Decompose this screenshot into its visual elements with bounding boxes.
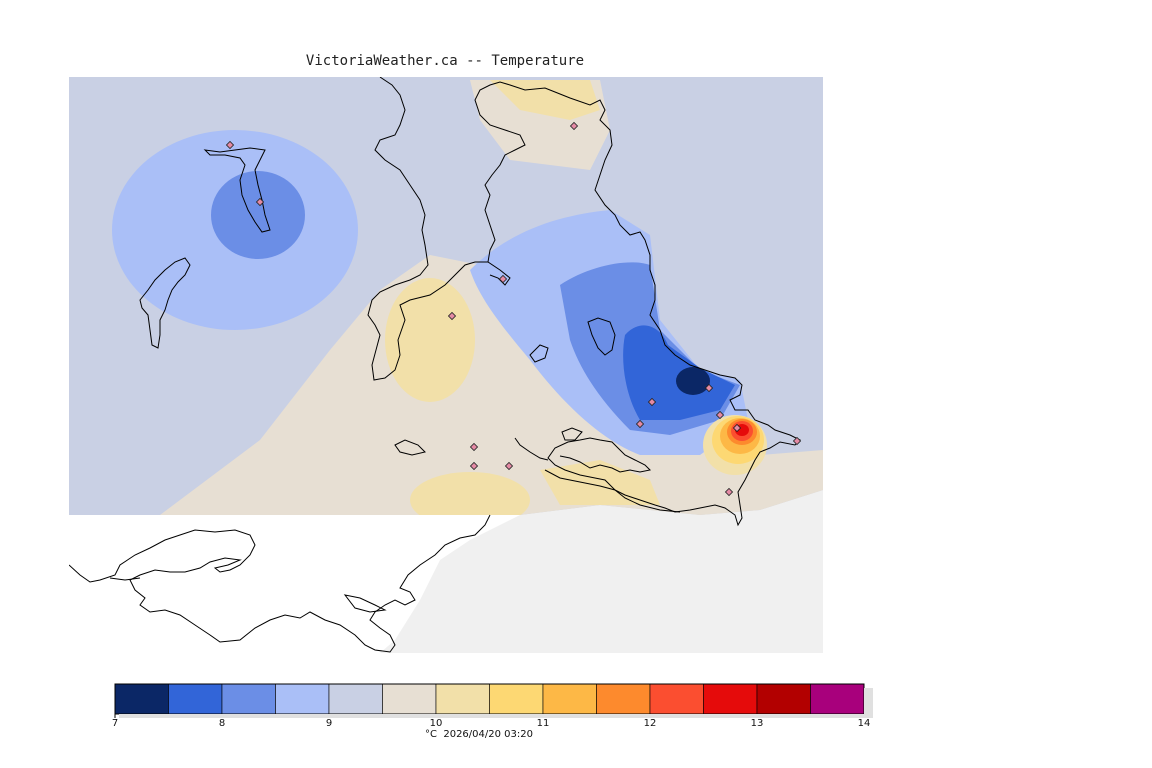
station-marker (255, 197, 265, 207)
legend-tick-label: 13 (750, 718, 764, 729)
legend-swatch (382, 683, 437, 715)
station-marker (704, 383, 714, 393)
legend-tick-label: 10 (429, 718, 443, 729)
station-marker (647, 397, 657, 407)
contour-west-8-8-5 (211, 171, 305, 259)
legend-swatch (168, 683, 223, 715)
legend-tick-label: 7 (111, 718, 119, 729)
legend-tick-label: 9 (325, 718, 333, 729)
legend-caption: °C 2026/04/20 03:20 (425, 729, 533, 740)
coastline-west-island (203, 147, 271, 233)
coastline-south-shore (544, 469, 681, 513)
legend-shadow (864, 688, 873, 718)
contour-10-10-5 (385, 278, 475, 402)
coastline-southwest (69, 514, 491, 653)
station-marker (469, 461, 479, 471)
legend-swatch (542, 683, 597, 715)
legend-swatch (114, 683, 169, 715)
legend-swatch (596, 683, 651, 715)
station-marker (732, 423, 742, 433)
legend-swatch (489, 683, 544, 715)
legend-swatch (275, 683, 330, 715)
legend-swatch (756, 683, 811, 715)
station-marker (792, 436, 802, 446)
legend-swatch (649, 683, 704, 715)
station-marker (469, 442, 479, 452)
station-marker (447, 311, 457, 321)
legend-tick-label: 11 (536, 718, 550, 729)
temperature-contours (69, 77, 823, 515)
station-marker (724, 487, 734, 497)
station-marker (504, 461, 514, 471)
legend-tick-label: 14 (857, 718, 871, 729)
legend-swatch (435, 683, 490, 715)
station-marker (225, 140, 235, 150)
legend-tick-label: 12 (643, 718, 657, 729)
station-marker (569, 121, 579, 131)
coastlines (69, 77, 801, 653)
no-data-region (69, 515, 520, 653)
coastline-small-island-west (139, 257, 191, 349)
contour-east-7-7-5 (676, 367, 710, 395)
station-marker (635, 419, 645, 429)
station-marker (498, 274, 508, 284)
coastline-mainland (367, 77, 511, 381)
legend-shadow-bottom (119, 714, 873, 718)
legend-swatch (703, 683, 758, 715)
contour-east-7-5-8 (623, 325, 735, 420)
legend-swatch (810, 683, 865, 715)
color-legend (114, 683, 865, 718)
legend-swatch (328, 683, 383, 715)
weather-stations (225, 121, 802, 497)
legend-swatch (221, 683, 276, 715)
map-title: VictoriaWeather.ca -- Temperature (305, 53, 585, 69)
coastline-peninsula (474, 81, 801, 527)
station-marker (715, 410, 725, 420)
legend-tick-label: 8 (218, 718, 226, 729)
